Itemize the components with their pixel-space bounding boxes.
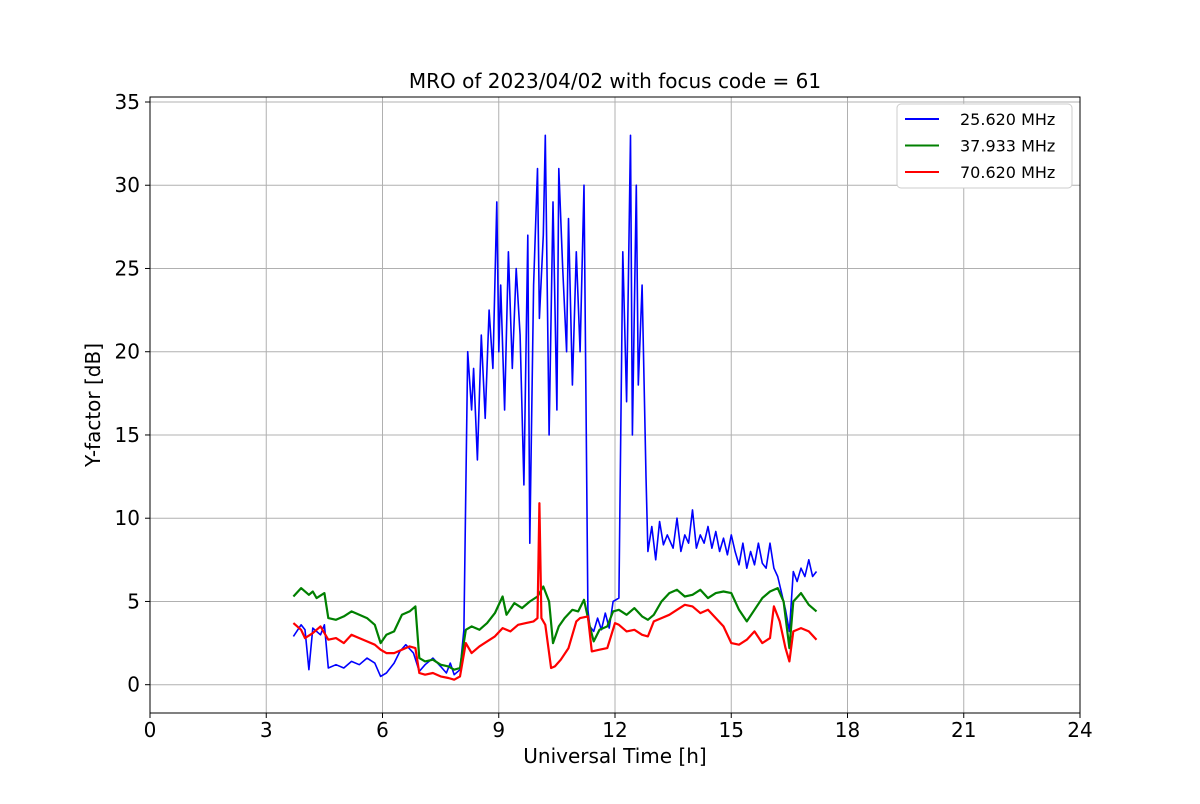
- y-tick-label: 5: [127, 589, 140, 613]
- x-tick-label: 21: [951, 718, 976, 742]
- x-tick-label: 18: [835, 718, 860, 742]
- x-tick-label: 6: [376, 718, 389, 742]
- legend-label: 37.933 MHz: [960, 137, 1055, 156]
- y-tick-label: 10: [115, 506, 140, 530]
- legend-box: [896, 103, 1073, 189]
- plot-frame: [149, 96, 1081, 714]
- y-tick-label: 35: [115, 90, 140, 114]
- x-tick-label: 12: [602, 718, 627, 742]
- series-line-3: [292, 502, 818, 681]
- legend-label: 25.620 MHz: [960, 110, 1055, 129]
- x-axis-label: Universal Time [h]: [523, 744, 706, 768]
- x-tick-label: 0: [144, 718, 157, 742]
- x-tick-label: 3: [260, 718, 273, 742]
- x-tick-label: 9: [492, 718, 505, 742]
- legend-label: 70.620 MHz: [960, 163, 1055, 182]
- y-tick-label: 15: [115, 423, 140, 447]
- y-tick-label: 25: [115, 256, 140, 280]
- x-tick-label: 15: [719, 718, 744, 742]
- series-line-2: [292, 585, 818, 671]
- series-lines: [292, 134, 818, 681]
- legend: 25.620 MHz 37.933 MHz 70.620 MHz: [896, 103, 1073, 189]
- y-tick-label: 20: [115, 340, 140, 364]
- y-tick-label: 0: [127, 673, 140, 697]
- chart-title: MRO of 2023/04/02 with focus code = 61: [409, 69, 821, 93]
- series-line-1: [292, 134, 818, 678]
- y-axis-ticks: 0 5 10 15 20 25 30 35: [115, 90, 150, 697]
- y-axis-label: Y-factor [dB]: [81, 343, 105, 468]
- x-axis-ticks: 0 3 6 9 12 15 18 21 24: [144, 713, 1093, 742]
- x-tick-label: 24: [1067, 718, 1092, 742]
- y-tick-label: 30: [115, 173, 140, 197]
